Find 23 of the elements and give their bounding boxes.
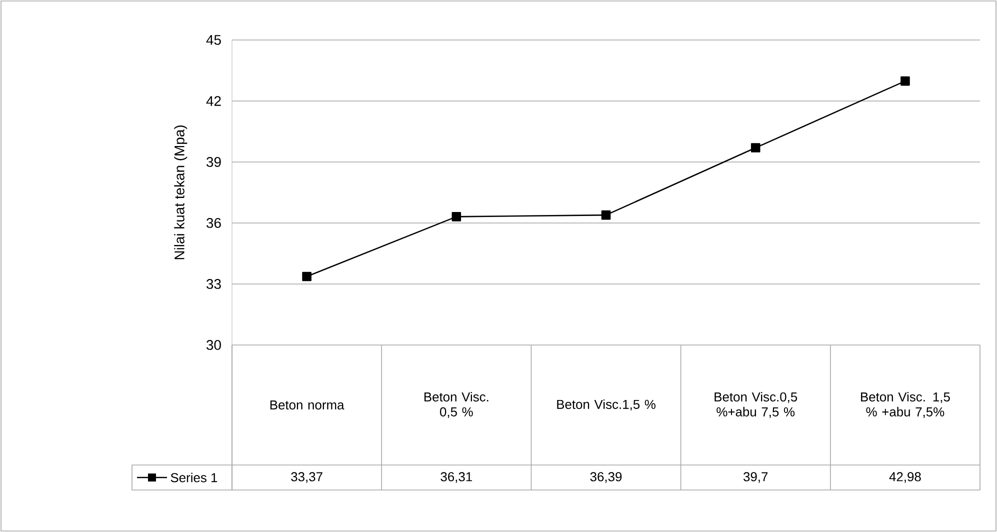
legend-label: Series 1: [170, 472, 218, 482]
x-tick-label: Beton Visc.1,5 %: [557, 399, 656, 411]
data-label: 36,39: [590, 472, 622, 483]
data-label: 33,37: [291, 472, 322, 483]
y-tick-label: 42: [206, 96, 221, 106]
point: [900, 76, 910, 86]
point: [750, 143, 760, 152]
point: [302, 272, 312, 282]
x-tick-label: Beton Visc.0,5 %+abu 7,5 %: [714, 392, 798, 418]
y-tick-label: 39: [206, 157, 221, 167]
y-axis-title: Nilai kuat tekan (Mpa): [174, 126, 188, 260]
x-tick-label: Beton Visc. 1,5 % +abu 7,5%: [861, 392, 950, 418]
y-tick-label: 45: [206, 35, 221, 45]
point: [601, 210, 611, 220]
data-label: 36,31: [440, 472, 472, 483]
point: [452, 212, 462, 222]
data-label: 42,98: [889, 472, 921, 483]
y-tick-label: 36: [206, 218, 221, 228]
y-tick-label: 30: [206, 340, 221, 350]
y-tick-label: 33: [206, 279, 221, 289]
data-label: 39,7: [743, 472, 768, 483]
x-tick-label: Beton Visc. 0,5 %: [424, 392, 488, 418]
x-tick-label: Beton norma: [270, 400, 344, 410]
